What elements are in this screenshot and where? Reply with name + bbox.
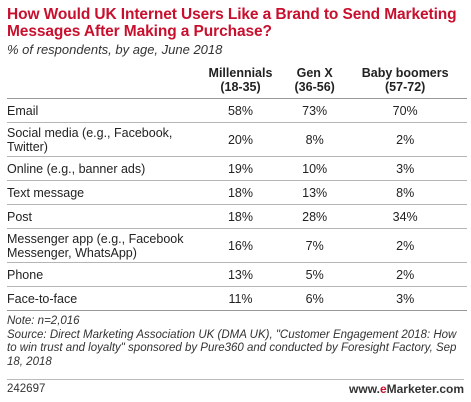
column-header-name: Gen X <box>296 66 333 80</box>
source-text: Source: Direct Marketing Association UK … <box>7 328 457 368</box>
chart-title: How Would UK Internet Users Like a Brand… <box>7 6 457 40</box>
logo-prefix: www. <box>349 382 380 396</box>
column-header: Baby boomers (57-72) <box>343 62 467 99</box>
table-body: Email 58% 73% 70% Social media (e.g., Facebo… <box>7 98 467 311</box>
table-row: Online (e.g., banner ads) 19% 10% 3% <box>7 156 467 181</box>
value-cell: 2% <box>343 228 467 263</box>
column-header-name: Millennials <box>208 66 273 80</box>
row-label: Phone <box>7 262 195 287</box>
value-cell: 16% <box>195 228 286 263</box>
value-cell: 18% <box>195 180 286 205</box>
value-cell: 13% <box>285 180 344 205</box>
value-cell: 3% <box>343 286 467 311</box>
value-cell: 8% <box>343 180 467 205</box>
value-cell: 20% <box>195 122 286 157</box>
row-label: Online (e.g., banner ads) <box>7 156 195 181</box>
note-text: Note: n=2,016 <box>7 315 80 327</box>
value-cell: 3% <box>343 156 467 181</box>
row-label: Social media (e.g., Facebook, Twitter) <box>7 122 195 157</box>
row-label: Text message <box>7 180 195 205</box>
column-header-range: (36-56) <box>294 80 335 94</box>
notes-block: Note: n=2,016 Source: Direct Marketing A… <box>7 315 464 369</box>
value-cell: 18% <box>195 204 286 229</box>
value-cell: 8% <box>285 122 344 157</box>
chart-subtitle: % of respondents, by age, June 2018 <box>7 42 223 57</box>
value-cell: 70% <box>343 98 467 123</box>
row-label: Messenger app (e.g., Facebook Messenger,… <box>7 228 195 263</box>
row-label: Post <box>7 204 195 229</box>
data-table: Millennials (18-35) Gen X (36-56) Baby b… <box>7 62 467 311</box>
table-row: Messenger app (e.g., Facebook Messenger,… <box>7 228 467 263</box>
value-cell: 13% <box>195 262 286 287</box>
column-header-range: (18-35) <box>220 80 261 94</box>
row-label: Email <box>7 98 195 123</box>
value-cell: 28% <box>285 204 344 229</box>
value-cell: 11% <box>195 286 286 311</box>
chart-id: 242697 <box>7 383 46 395</box>
footer: 242697 www.eMarketer.com <box>7 379 464 398</box>
logo-rest: Marketer.com <box>386 382 464 396</box>
value-cell: 2% <box>343 262 467 287</box>
column-header: Gen X (36-56) <box>285 62 344 99</box>
table-row: Face-to-face 11% 6% 3% <box>7 286 467 311</box>
column-header-range: (57-72) <box>385 80 426 94</box>
header-label-cell <box>7 62 195 99</box>
value-cell: 2% <box>343 122 467 157</box>
table-row: Email 58% 73% 70% <box>7 98 467 123</box>
value-cell: 58% <box>195 98 286 123</box>
value-cell: 34% <box>343 204 467 229</box>
table-row: Post 18% 28% 34% <box>7 204 467 229</box>
row-label: Face-to-face <box>7 286 195 311</box>
value-cell: 6% <box>285 286 344 311</box>
table-row: Text message 18% 13% 8% <box>7 180 467 205</box>
table-row: Social media (e.g., Facebook, Twitter) 20… <box>7 122 467 157</box>
header-row: Millennials (18-35) Gen X (36-56) Baby b… <box>7 62 467 99</box>
value-cell: 10% <box>285 156 344 181</box>
value-cell: 19% <box>195 156 286 181</box>
column-header-name: Baby boomers <box>361 66 449 80</box>
column-header: Millennials (18-35) <box>195 62 286 99</box>
emarketer-logo: www.eMarketer.com <box>349 382 464 396</box>
value-cell: 5% <box>285 262 344 287</box>
value-cell: 7% <box>285 228 344 263</box>
value-cell: 73% <box>285 98 344 123</box>
table-row: Phone 13% 5% 2% <box>7 262 467 287</box>
logo-e: e <box>379 382 387 396</box>
